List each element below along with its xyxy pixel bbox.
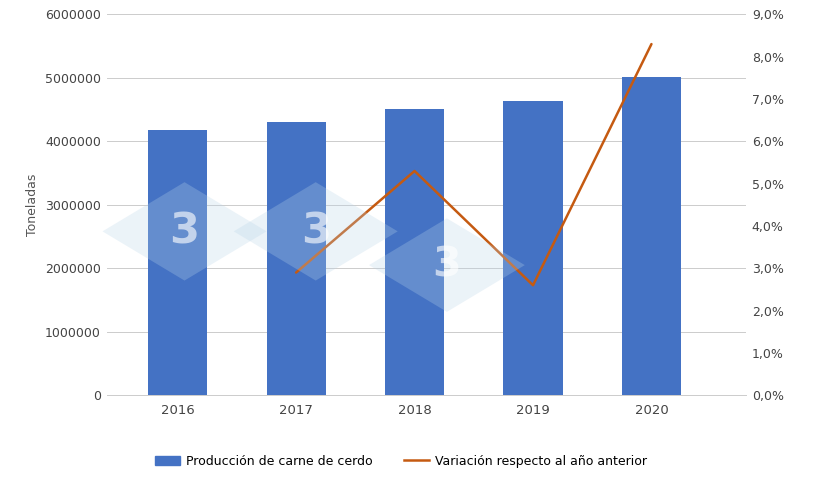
Legend: Producción de carne de cerdo, Variación respecto al año anterior: Producción de carne de cerdo, Variación … bbox=[155, 455, 646, 468]
Bar bbox=[384, 109, 444, 395]
Text: 3: 3 bbox=[301, 210, 330, 253]
Bar bbox=[621, 77, 681, 395]
Bar bbox=[266, 122, 325, 395]
Bar bbox=[148, 130, 207, 395]
Text: 3: 3 bbox=[170, 210, 199, 253]
Bar bbox=[503, 101, 562, 395]
Y-axis label: Toneladas: Toneladas bbox=[26, 174, 39, 236]
Text: 3: 3 bbox=[432, 245, 460, 285]
